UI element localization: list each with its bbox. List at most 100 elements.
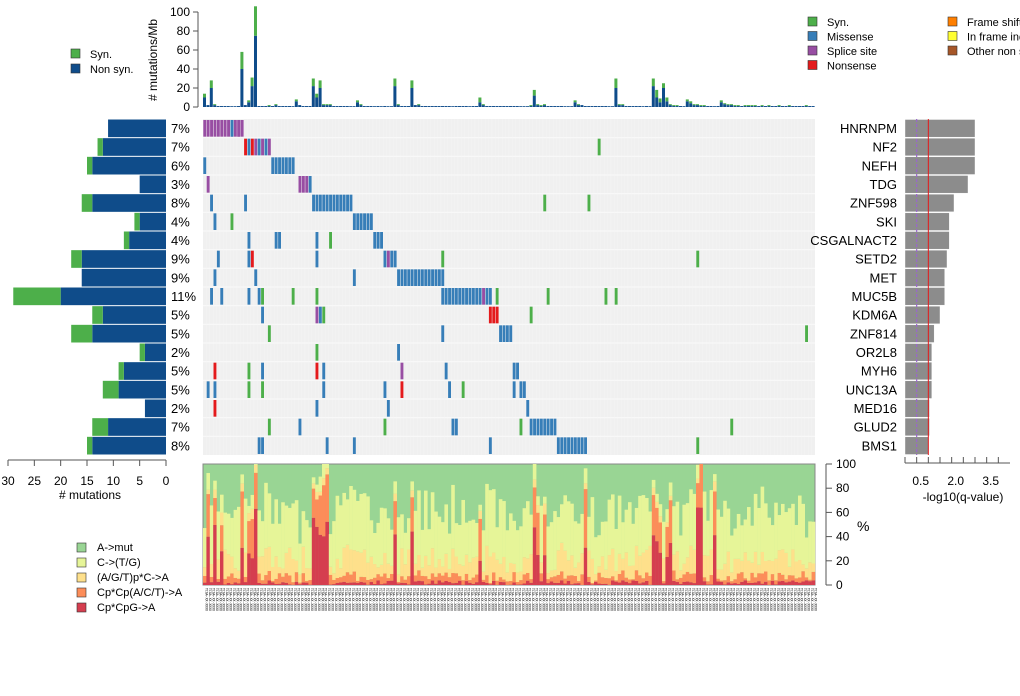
tmb-legend-swatch <box>70 48 81 59</box>
mutation-cell-nonsense <box>213 400 217 417</box>
tmb-bar-nonsyn <box>706 106 710 107</box>
tmb-bar-nonsyn <box>386 106 390 107</box>
mutation-cell-syn- <box>587 194 591 212</box>
mutation-cell-missense <box>359 213 363 230</box>
spectrum-bar-pca <box>420 567 425 576</box>
spectrum-bar-ctg <box>536 496 540 506</box>
spectrum-bar-pca <box>223 549 227 579</box>
tmb-bar-nonsyn <box>594 106 597 107</box>
tmb-bar-nonsyn <box>628 106 631 107</box>
mutation-cell-missense <box>325 194 329 212</box>
mutation-cell-syn- <box>696 437 700 454</box>
spectrum-bar-ctg <box>641 495 646 553</box>
mutation-cell-splice-site <box>482 288 485 305</box>
spectrum-bar-ctg <box>658 504 663 517</box>
spectrum-bar-ctg <box>624 509 629 553</box>
tmb-bar-syn <box>393 78 397 87</box>
spectrum-bar-ctg <box>529 514 533 555</box>
spectrum-bar-cpcp <box>437 573 442 581</box>
mutation-cell-missense <box>380 232 383 249</box>
tmb-bar-nonsyn <box>515 106 519 107</box>
tmb-bar-nonsyn <box>804 106 808 107</box>
mutation-cell-missense <box>329 194 332 212</box>
legend-swatch <box>947 45 958 56</box>
mutation-cell-missense <box>257 437 261 454</box>
spectrum-bar-cpcp <box>689 573 693 583</box>
tmb-bar-syn <box>294 99 298 102</box>
tmb-bar-nonsyn <box>376 106 380 107</box>
spectrum-bar-pca <box>689 545 693 574</box>
mutation-cell-missense <box>322 362 326 380</box>
tmb-bar-syn <box>417 104 421 106</box>
mutation-cell-missense <box>417 269 421 286</box>
spectrum-bar-ctg <box>356 500 360 552</box>
mutation-cell-splice-site <box>301 176 305 193</box>
gene-name-label: UNC13A <box>846 382 898 397</box>
mutation-cell-missense <box>454 418 458 436</box>
spectrum-bar-pca <box>325 468 329 475</box>
spectrum-bar-pca <box>536 505 540 513</box>
tmb-bar-nonsyn <box>257 106 261 107</box>
spectrum-bar-pca <box>560 542 564 572</box>
tmb-legend-label: Non syn. <box>90 64 133 76</box>
spectrum-bar-cpg <box>777 581 782 585</box>
tmb-bar-nonsyn <box>747 106 750 107</box>
legend-swatch <box>807 31 818 41</box>
spectrum-bar-pca <box>410 490 414 498</box>
spectrum-bar-cpcp <box>645 572 649 581</box>
spectrum-bar-pca <box>740 560 744 573</box>
spectrum-bar-cpg <box>332 584 336 585</box>
spectrum-bar-cpg <box>736 583 741 585</box>
spectrum-bar-pca <box>566 560 571 576</box>
sample-id-label: TCGA-XX-XXXX <box>800 588 804 611</box>
spectrum-bar-cpg <box>668 542 673 585</box>
spectrum-bar-pca <box>315 491 319 500</box>
spectrum-bar-pca <box>713 481 717 492</box>
mutation-cell-missense <box>550 418 553 436</box>
mutation-cell-missense <box>451 288 455 305</box>
mutation-cell-missense <box>386 400 390 417</box>
gene-count-bar-nonsyn <box>118 380 166 399</box>
spectrum-bar-ctg <box>257 510 261 557</box>
sample-id-label: TCGA-XX-XXXX <box>436 588 440 611</box>
spectrum-bar-cpg <box>318 534 323 585</box>
tmb-bar-nonsyn <box>413 105 417 107</box>
spectrum-bar-cpcp <box>726 576 731 583</box>
spectrum-bar-ctg <box>298 543 302 575</box>
tmb-bar-nonsyn <box>543 105 546 107</box>
tmb-bar-nonsyn <box>250 86 254 107</box>
spectrum-bar-cpg <box>301 582 306 585</box>
spectrum-bar-pca <box>478 510 482 519</box>
spectrum-bar-cpcp <box>298 582 302 585</box>
tmb-bar-nonsyn <box>247 102 251 107</box>
spectrum-bar-pca <box>587 550 591 577</box>
tmb-bar-syn <box>614 78 618 88</box>
spectrum-bar-cpg <box>628 583 632 585</box>
qvalue-x-tick-label: 2.0 <box>947 474 964 488</box>
spectrum-bar-cpcp <box>400 576 404 583</box>
spectrum-bar-pca <box>464 554 469 574</box>
sample-id-label: TCGA-XX-XXXX <box>565 588 569 611</box>
spectrum-bar-cpcp <box>359 576 363 582</box>
gene-count-bar-syn <box>123 231 130 250</box>
gene-percent-label: 9% <box>171 252 190 267</box>
spectrum-bar-cpcp <box>390 573 394 581</box>
tmb-bar-nonsyn <box>264 106 268 107</box>
tmb-bar-syn <box>804 105 808 107</box>
spectrum-bar-cpg <box>696 507 700 585</box>
mutation-cell-syn- <box>805 325 808 342</box>
sample-id-label: TCGA-XX-XXXX <box>331 588 335 611</box>
gene-count-bar-nonsyn <box>144 399 166 418</box>
spectrum-bar-pca <box>264 548 268 576</box>
legend-label: Splice site <box>827 46 877 58</box>
gene-percent-label: 4% <box>171 214 190 229</box>
mutation-cell-missense <box>461 288 465 305</box>
spectrum-bar-ctg <box>427 529 431 566</box>
spectrum-bar-cpcp <box>607 578 612 585</box>
spectrum-bar-cpg <box>464 581 469 585</box>
tmb-bar-nonsyn <box>294 101 298 107</box>
gene-percent-label: 5% <box>171 308 190 323</box>
spectrum-bar-cpcp <box>733 579 737 584</box>
tmb-bar-nonsyn <box>777 106 781 107</box>
spectrum-bar-cpg <box>454 582 459 585</box>
